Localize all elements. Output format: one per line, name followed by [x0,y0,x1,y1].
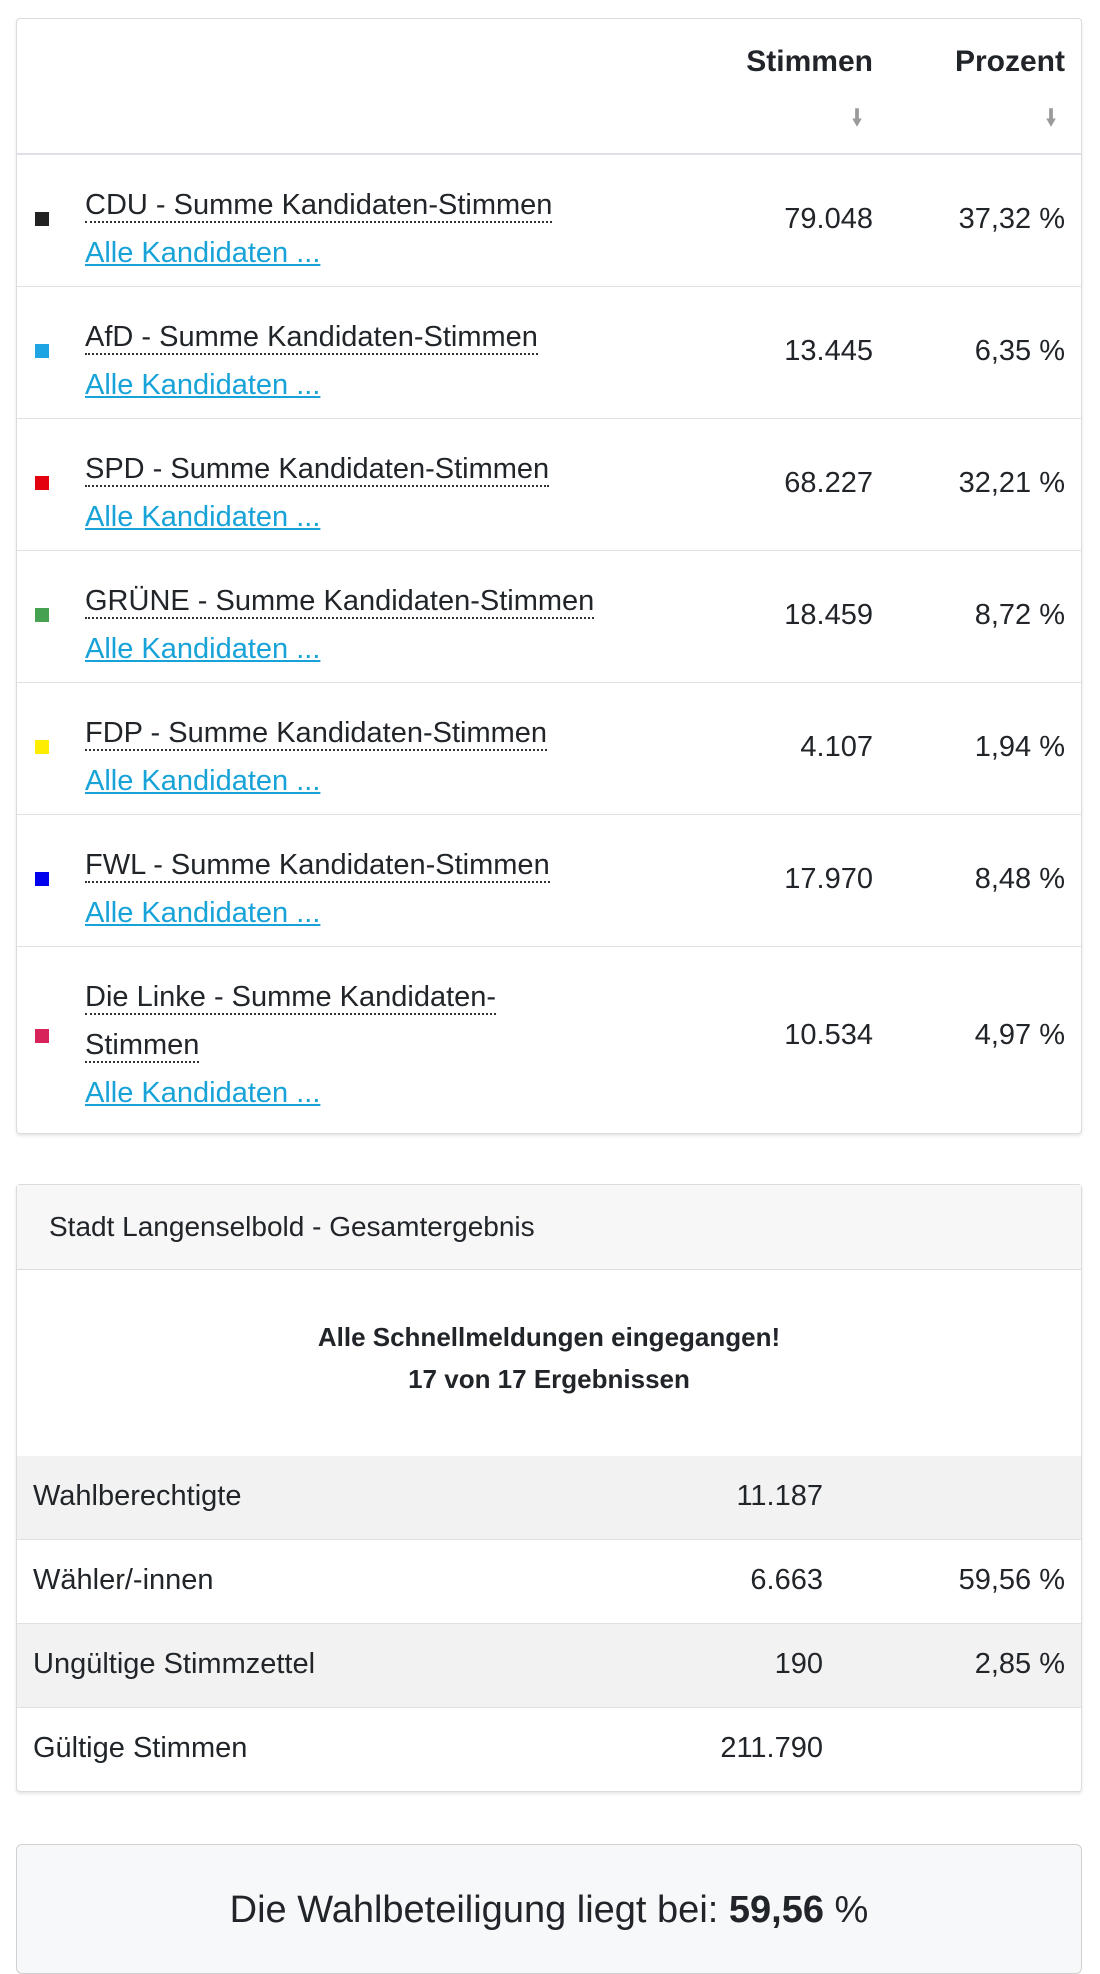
party-name[interactable]: GRÜNE - Summe Kandidaten-Stimmen [85,585,595,619]
party-color-swatch [35,344,49,358]
table-row: AfD - Summe Kandidaten-Stimmen Alle Kand… [17,287,1081,419]
party-results-table: Stimmen Prozent 🠛 🠛 CDU - Summe Kandidat… [16,18,1082,1134]
summary-row: Gültige Stimmen 211.790 [17,1708,1081,1792]
summary-label: Wahlberechtigte [33,1480,242,1512]
sort-arrow-icon[interactable]: 🠛 [1044,105,1057,132]
all-candidates-link[interactable]: Alle Kandidaten ... [85,501,321,533]
turnout-suffix: % [834,1889,869,1931]
turnout-text: Die Wahlbeteiligung liegt bei: 59,56 % [17,1889,1081,1932]
summary-percent: 59,56 % [958,1564,1065,1596]
summary-label: Wähler/-innen [33,1564,214,1596]
all-candidates-link[interactable]: Alle Kandidaten ... [85,897,321,929]
percent-value: 37,32 % [958,203,1065,235]
party-name[interactable]: CDU - Summe Kandidaten-Stimmen [85,189,553,223]
percent-value: 4,97 % [974,1019,1065,1051]
turnout-box: Die Wahlbeteiligung liegt bei: 59,56 % [16,1844,1082,1974]
percent-value: 8,72 % [974,599,1065,631]
percent-value: 6,35 % [974,335,1065,367]
summary-card: Stadt Langenselbold - Gesamtergebnis All… [16,1184,1082,1792]
summary-value: 11.187 [736,1480,823,1512]
summary-header: Stadt Langenselbold - Gesamtergebnis [17,1185,1081,1270]
percent-value: 8,48 % [974,863,1065,895]
party-color-swatch [35,1029,49,1043]
party-color-swatch [35,608,49,622]
party-name[interactable]: Die Linke - Summe Kandidaten-Stimmen [85,981,497,1063]
party-color-swatch [35,212,49,226]
party-name[interactable]: FWL - Summe Kandidaten-Stimmen [85,849,550,883]
percent-value: 32,21 % [958,467,1065,499]
party-name[interactable]: SPD - Summe Kandidaten-Stimmen [85,453,550,487]
summary-row: Wahlberechtigte 11.187 [17,1456,1081,1540]
status-line-2: 17 von 17 Ergebnissen [408,1364,690,1394]
votes-value: 13.445 [784,335,873,367]
party-color-swatch [35,872,49,886]
table-row: FDP - Summe Kandidaten-Stimmen Alle Kand… [17,683,1081,815]
all-candidates-link[interactable]: Alle Kandidaten ... [85,1077,321,1109]
turnout-value: 59,56 [728,1889,824,1931]
votes-value: 79.048 [784,203,873,235]
all-candidates-link[interactable]: Alle Kandidaten ... [85,633,321,665]
summary-label: Ungültige Stimmzettel [33,1648,316,1680]
votes-value: 4.107 [800,731,873,763]
turnout-prefix: Die Wahlbeteiligung liegt bei: [229,1889,719,1931]
all-candidates-link[interactable]: Alle Kandidaten ... [85,237,321,269]
summary-row: Wähler/-innen 6.663 59,56 % [17,1540,1081,1624]
all-candidates-link[interactable]: Alle Kandidaten ... [85,765,321,797]
summary-value: 190 [774,1648,823,1680]
table-row: SPD - Summe Kandidaten-Stimmen Alle Kand… [17,419,1081,551]
column-header-stimmen[interactable]: Stimmen [746,45,873,78]
table-header: Stimmen Prozent 🠛 🠛 [17,19,1081,155]
votes-value: 17.970 [784,863,873,895]
table-row: CDU - Summe Kandidaten-Stimmen Alle Kand… [17,155,1081,287]
summary-title: Stadt Langenselbold - Gesamtergebnis [49,1211,535,1242]
party-color-swatch [35,740,49,754]
table-row: Die Linke - Summe Kandidaten-Stimmen All… [17,947,1081,1129]
party-name[interactable]: FDP - Summe Kandidaten-Stimmen [85,717,548,751]
sort-arrow-icon[interactable]: 🠛 [850,105,863,132]
summary-value: 6.663 [750,1564,823,1596]
votes-value: 68.227 [784,467,873,499]
party-name[interactable]: AfD - Summe Kandidaten-Stimmen [85,321,538,355]
table-row: FWL - Summe Kandidaten-Stimmen Alle Kand… [17,815,1081,947]
all-candidates-link[interactable]: Alle Kandidaten ... [85,369,321,401]
percent-value: 1,94 % [974,731,1065,763]
party-color-swatch [35,476,49,490]
summary-percent: 2,85 % [974,1648,1065,1680]
reporting-status: Alle Schnellmeldungen eingegangen! 17 vo… [17,1270,1081,1456]
summary-value: 211.790 [720,1732,823,1764]
summary-label: Gültige Stimmen [33,1732,248,1764]
votes-value: 18.459 [784,599,873,631]
status-line-1: Alle Schnellmeldungen eingegangen! [317,1322,781,1352]
column-header-prozent[interactable]: Prozent [954,45,1065,78]
table-row: GRÜNE - Summe Kandidaten-Stimmen Alle Ka… [17,551,1081,683]
summary-row: Ungültige Stimmzettel 190 2,85 % [17,1624,1081,1708]
votes-value: 10.534 [784,1019,873,1051]
